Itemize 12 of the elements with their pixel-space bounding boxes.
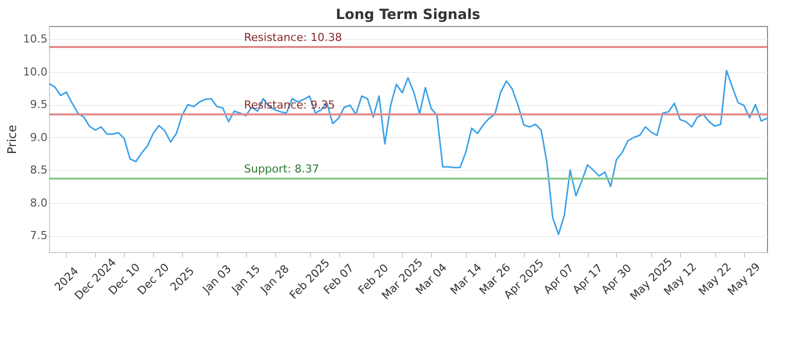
y-tick-label: 9.5 xyxy=(30,98,48,112)
y-tick-label: 8.5 xyxy=(30,164,48,177)
ref-line-label: Resistance: 10.38 xyxy=(244,30,342,44)
y-tick-label: 10.0 xyxy=(23,65,48,78)
y-tick-label: 10.5 xyxy=(23,32,48,46)
y-tick-label: 8.0 xyxy=(30,196,48,210)
y-axis-title: Price xyxy=(5,124,20,154)
y-tick-label: 7.5 xyxy=(30,229,48,242)
chart-title: Long Term Signals xyxy=(336,7,480,23)
ref-line-label: Support: 8.37 xyxy=(244,162,320,176)
y-tick-label: 9.0 xyxy=(30,130,48,144)
line-series xyxy=(48,70,768,236)
